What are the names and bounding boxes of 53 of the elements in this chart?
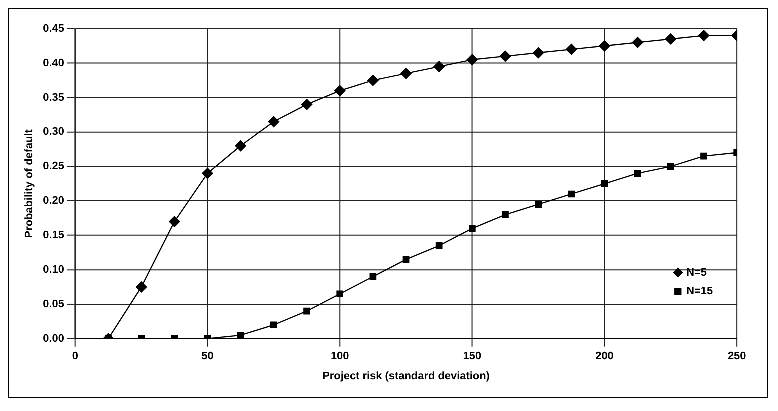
point (370, 273, 377, 280)
point (466, 54, 478, 66)
point (136, 282, 148, 293)
point (202, 168, 214, 180)
y-tick-label: 0.45 (43, 22, 64, 35)
point (237, 332, 244, 339)
point (698, 30, 710, 42)
point (235, 140, 246, 152)
point (434, 61, 445, 72)
point (665, 34, 676, 45)
y-tick-label: 0.40 (43, 57, 64, 70)
point (304, 308, 310, 315)
y-tick-label: 0.25 (43, 160, 64, 173)
point (500, 50, 512, 62)
y-tick-label: 0.30 (43, 126, 64, 138)
point (632, 37, 644, 48)
point (667, 163, 674, 170)
point (334, 85, 346, 96)
point (535, 201, 542, 208)
x-tick-label: 150 (463, 350, 482, 362)
x-tick-label: 0 (72, 350, 78, 362)
point (169, 216, 180, 228)
point (336, 290, 344, 298)
point (566, 44, 578, 56)
point (301, 99, 313, 110)
point (270, 322, 278, 329)
point (400, 68, 412, 80)
point (502, 211, 509, 218)
y-tick-label: 0.20 (43, 195, 64, 208)
y-tick-label: 0.15 (43, 230, 64, 242)
point (469, 225, 476, 232)
point (533, 47, 544, 59)
y-tick-label: 0.00 (43, 332, 64, 345)
legend-label: N=15 (686, 286, 714, 298)
x-tick-label: 100 (330, 350, 350, 362)
point (599, 40, 610, 52)
y-tick-label: 0.35 (43, 92, 64, 104)
legend-label: N=5 (686, 266, 708, 279)
point (700, 152, 708, 160)
point (436, 242, 443, 250)
x-tick-label: 50 (202, 350, 214, 362)
y-tick-label: 0.05 (43, 298, 64, 310)
x-axis-title: Project risk (standard deviation) (322, 370, 490, 383)
point (402, 256, 410, 264)
y-tick-label: 0.10 (43, 264, 64, 276)
point (368, 74, 379, 86)
y-axis-title: Probability of default (24, 129, 36, 238)
x-tick-label: 250 (728, 350, 746, 362)
point (634, 170, 642, 177)
x-tick-label: 200 (596, 350, 614, 362)
point (601, 180, 608, 188)
point (268, 116, 280, 128)
point (568, 190, 576, 198)
